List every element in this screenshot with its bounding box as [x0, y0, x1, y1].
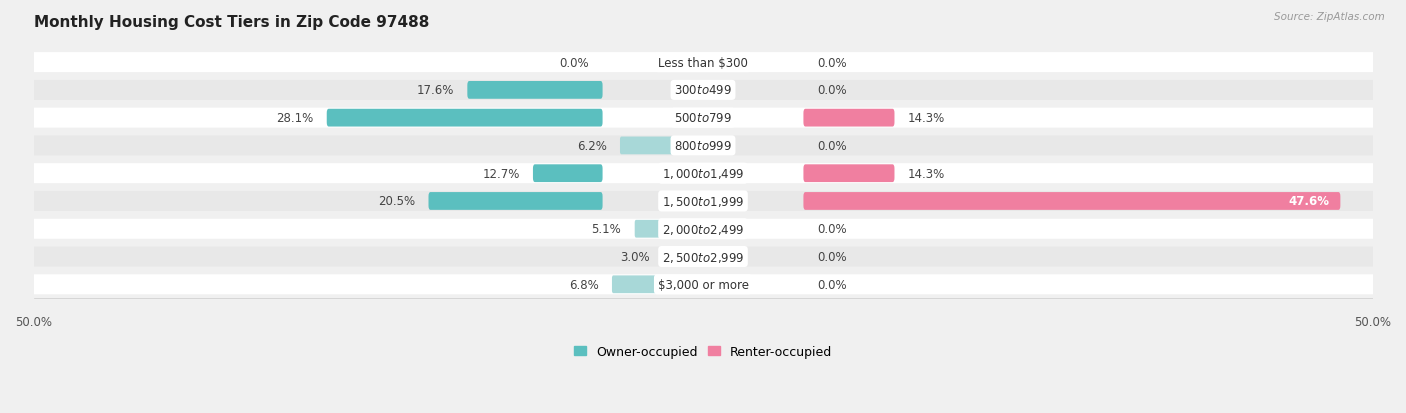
- Text: 28.1%: 28.1%: [276, 112, 314, 125]
- FancyBboxPatch shape: [803, 192, 1340, 210]
- Text: $2,500 to $2,999: $2,500 to $2,999: [662, 250, 744, 264]
- FancyBboxPatch shape: [27, 219, 1379, 239]
- Text: 14.3%: 14.3%: [908, 167, 945, 180]
- Text: 17.6%: 17.6%: [416, 84, 454, 97]
- Text: Less than $300: Less than $300: [658, 57, 748, 69]
- Text: $3,000 or more: $3,000 or more: [658, 278, 748, 291]
- Text: 0.0%: 0.0%: [817, 223, 846, 236]
- FancyBboxPatch shape: [27, 192, 1379, 211]
- Legend: Owner-occupied, Renter-occupied: Owner-occupied, Renter-occupied: [568, 340, 838, 363]
- Text: $1,500 to $1,999: $1,500 to $1,999: [662, 195, 744, 209]
- FancyBboxPatch shape: [803, 165, 894, 183]
- FancyBboxPatch shape: [620, 137, 703, 155]
- Text: 0.0%: 0.0%: [817, 57, 846, 69]
- Text: 20.5%: 20.5%: [378, 195, 415, 208]
- Text: 6.8%: 6.8%: [569, 278, 599, 291]
- Text: 0.0%: 0.0%: [560, 57, 589, 69]
- FancyBboxPatch shape: [467, 82, 603, 100]
- Text: 0.0%: 0.0%: [817, 140, 846, 152]
- Text: 0.0%: 0.0%: [817, 278, 846, 291]
- Text: $300 to $499: $300 to $499: [673, 84, 733, 97]
- Text: 0.0%: 0.0%: [817, 250, 846, 263]
- Text: Monthly Housing Cost Tiers in Zip Code 97488: Monthly Housing Cost Tiers in Zip Code 9…: [34, 15, 429, 30]
- Text: $2,000 to $2,499: $2,000 to $2,499: [662, 222, 744, 236]
- Text: 14.3%: 14.3%: [908, 112, 945, 125]
- Text: 47.6%: 47.6%: [1289, 195, 1330, 208]
- FancyBboxPatch shape: [27, 247, 1379, 267]
- FancyBboxPatch shape: [662, 248, 703, 266]
- Text: Source: ZipAtlas.com: Source: ZipAtlas.com: [1274, 12, 1385, 22]
- Text: $800 to $999: $800 to $999: [673, 140, 733, 152]
- FancyBboxPatch shape: [803, 109, 894, 127]
- FancyBboxPatch shape: [27, 164, 1379, 184]
- Text: 5.1%: 5.1%: [592, 223, 621, 236]
- Text: $500 to $799: $500 to $799: [673, 112, 733, 125]
- FancyBboxPatch shape: [27, 108, 1379, 128]
- Text: 0.0%: 0.0%: [817, 84, 846, 97]
- Text: 6.2%: 6.2%: [576, 140, 606, 152]
- FancyBboxPatch shape: [27, 81, 1379, 101]
- FancyBboxPatch shape: [27, 136, 1379, 156]
- FancyBboxPatch shape: [27, 53, 1379, 73]
- FancyBboxPatch shape: [429, 192, 603, 210]
- FancyBboxPatch shape: [533, 165, 603, 183]
- FancyBboxPatch shape: [612, 276, 703, 294]
- FancyBboxPatch shape: [326, 109, 603, 127]
- Text: $1,000 to $1,499: $1,000 to $1,499: [662, 167, 744, 181]
- Text: 12.7%: 12.7%: [482, 167, 520, 180]
- FancyBboxPatch shape: [27, 275, 1379, 294]
- FancyBboxPatch shape: [634, 220, 703, 238]
- Text: 3.0%: 3.0%: [620, 250, 650, 263]
